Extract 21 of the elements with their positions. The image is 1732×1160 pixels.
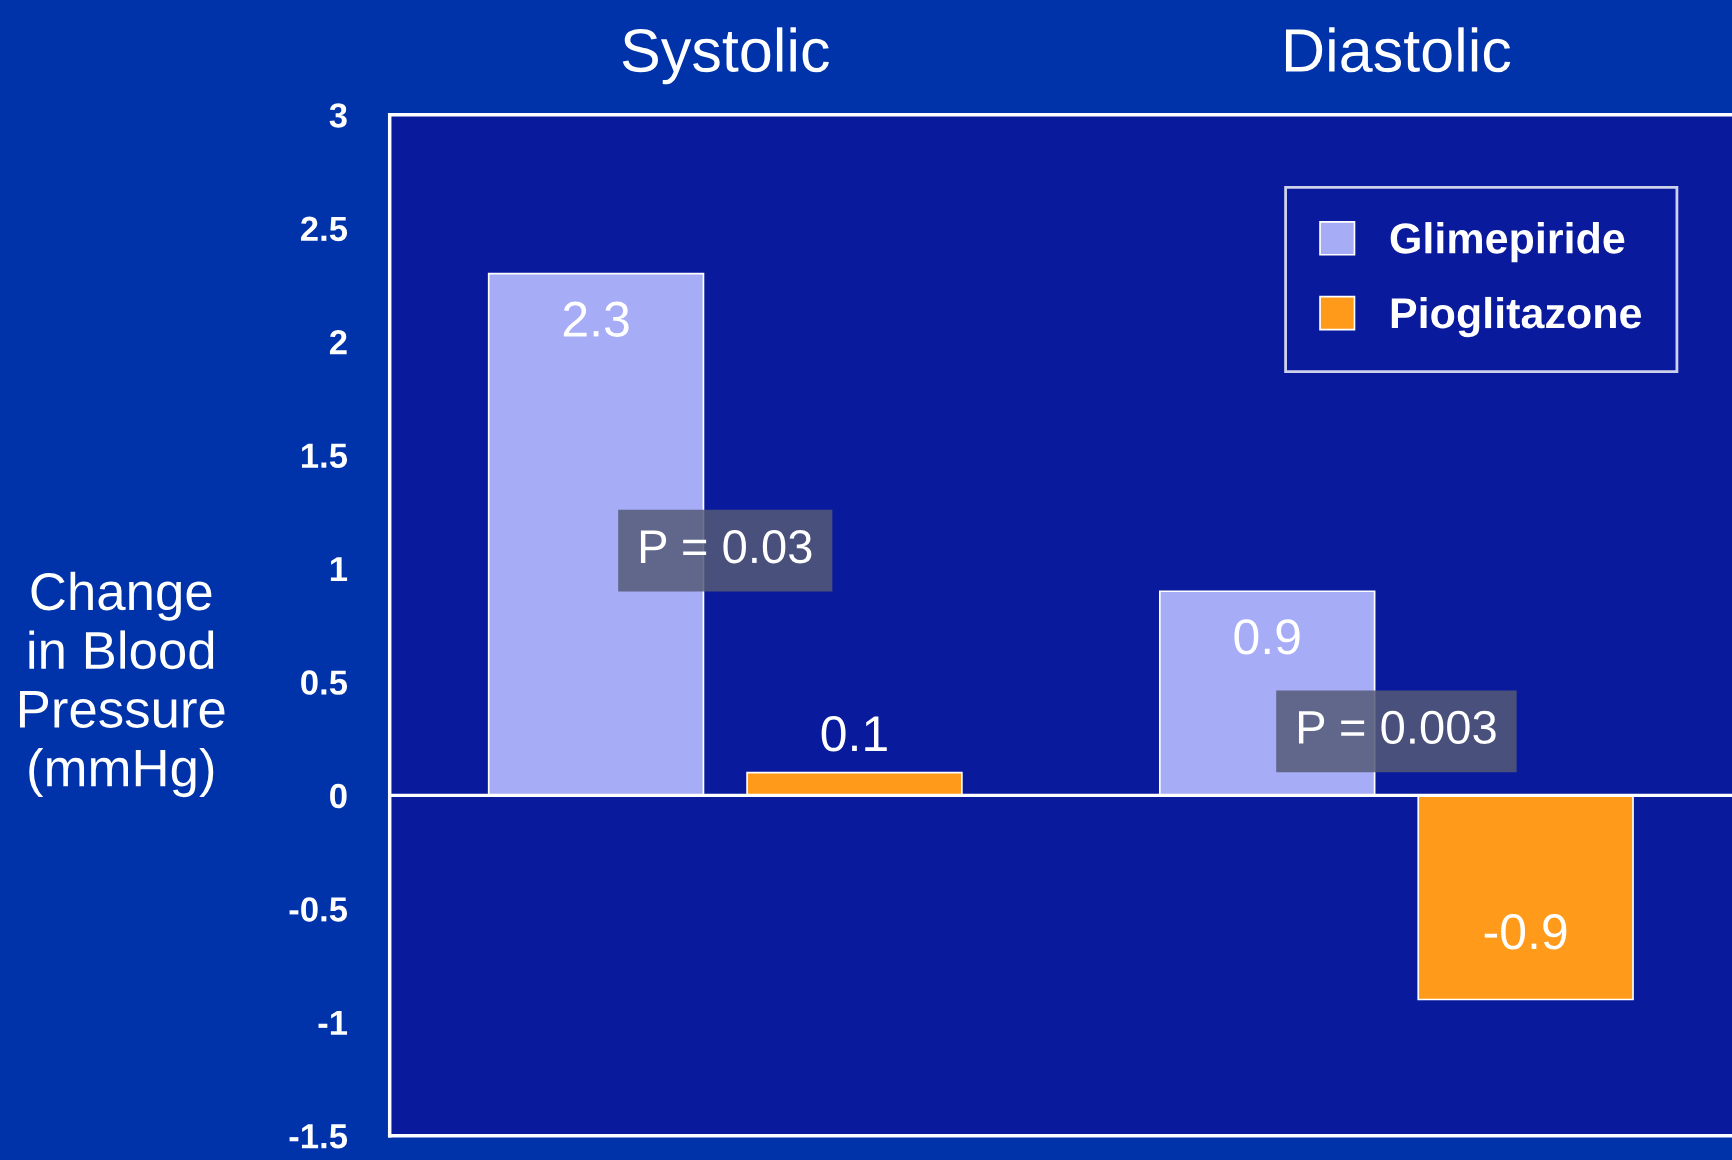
legend-label: Pioglitazone bbox=[1391, 296, 1642, 338]
annotation: P = 0.03 bbox=[640, 529, 812, 564]
data-label: 0.9 bbox=[1234, 619, 1300, 655]
data-label: 0.1 bbox=[821, 716, 887, 752]
x-tick-label: Diastolic bbox=[1285, 27, 1511, 73]
y-tick-label: 3 bbox=[329, 103, 347, 128]
data-label: 2.3 bbox=[563, 301, 629, 337]
y-tick-label: -1 bbox=[318, 1010, 348, 1035]
y-tick-label: -0.5 bbox=[289, 897, 348, 922]
data-label: -0.9 bbox=[1484, 914, 1567, 950]
y-axis-title: Change in Blood Pressure (mmHg) bbox=[19, 571, 225, 798]
y-tick-label: 1.5 bbox=[301, 443, 348, 469]
annotation: P = 0.003 bbox=[1298, 710, 1496, 745]
y-tick-label: 2 bbox=[329, 330, 347, 355]
y-tick-label: 2.5 bbox=[300, 216, 348, 242]
y-tick-label: 1 bbox=[330, 557, 348, 582]
y-tick-label: 0 bbox=[330, 783, 347, 809]
x-tick-label: Systolic bbox=[622, 27, 829, 85]
y-tick-label: 0.5 bbox=[301, 670, 348, 695]
y-tick-label: -1.5 bbox=[289, 1124, 348, 1149]
legend-label: Glimepiride bbox=[1390, 222, 1625, 263]
